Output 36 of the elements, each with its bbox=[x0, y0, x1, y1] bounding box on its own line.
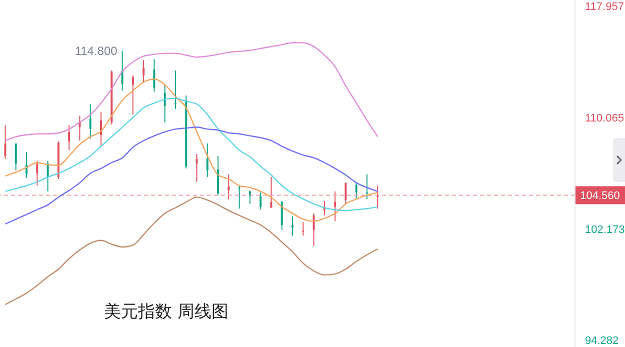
candlestick bbox=[355, 182, 358, 199]
candlestick bbox=[312, 212, 315, 247]
candlestick bbox=[217, 155, 220, 196]
line-series bbox=[4, 42, 378, 142]
candlestick bbox=[376, 185, 379, 210]
candlestick bbox=[196, 154, 198, 182]
y-tick-label: 102.173 bbox=[585, 224, 625, 236]
candlestick bbox=[206, 142, 208, 178]
candlestick bbox=[100, 111, 102, 148]
candlestick bbox=[366, 174, 368, 200]
y-tick-label: 110.065 bbox=[585, 112, 624, 125]
text: 美元指数 周线图 bbox=[104, 301, 228, 323]
candlestick bbox=[334, 190, 336, 222]
candlestick bbox=[260, 192, 262, 210]
candlestick bbox=[302, 222, 304, 236]
candlestick bbox=[153, 58, 156, 92]
candlestick bbox=[89, 104, 92, 140]
line-series bbox=[4, 126, 378, 225]
y-tick-label: 94.282 bbox=[585, 335, 619, 347]
candlestick bbox=[36, 160, 38, 186]
candlestick bbox=[4, 124, 6, 160]
candlestick bbox=[344, 182, 347, 204]
candlestick bbox=[270, 176, 272, 208]
candlestick bbox=[164, 83, 166, 123]
annotation: 114.800 bbox=[74, 44, 118, 58]
candlestick bbox=[68, 124, 70, 151]
candlestick bbox=[228, 174, 230, 200]
candlestick bbox=[132, 74, 134, 116]
candlestick bbox=[174, 70, 176, 110]
candlestick bbox=[238, 184, 240, 210]
candlestick bbox=[142, 59, 145, 84]
ref-line-label: 104.560 bbox=[580, 190, 620, 202]
candlestick bbox=[292, 216, 294, 236]
candlestick bbox=[280, 200, 283, 230]
candlestick bbox=[14, 142, 17, 171]
y-tick-label: 117.957 bbox=[585, 1, 624, 14]
